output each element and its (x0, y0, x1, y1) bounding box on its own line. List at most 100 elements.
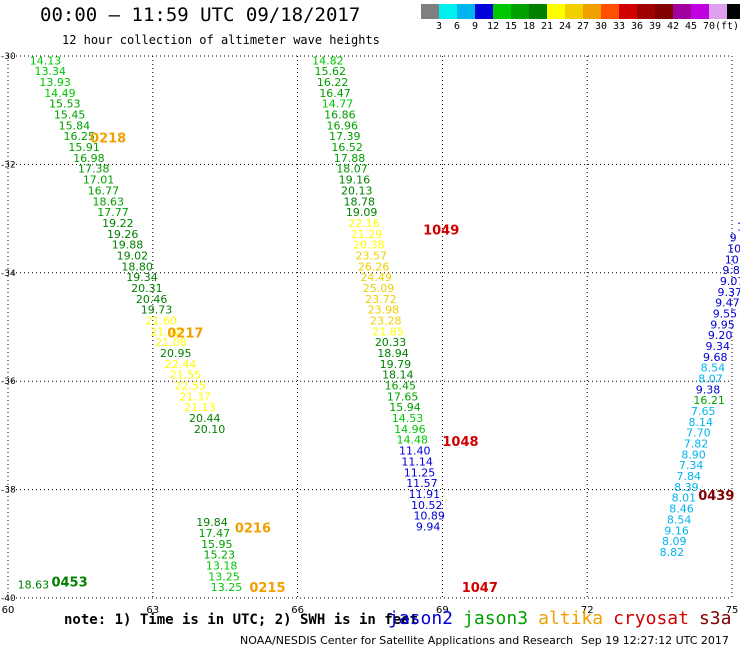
wave-height-label: 13.34 (35, 65, 66, 78)
colorbar-swatch (655, 4, 673, 19)
wave-height-label: 21.13 (184, 401, 216, 414)
wave-height-label: 8.39 (674, 481, 699, 494)
pass-time-label: 0439 (698, 489, 734, 504)
colorbar-tick-label: 27 (576, 21, 590, 32)
colorbar-tick-label: 15 (504, 21, 518, 32)
wave-height-label: 16.96 (327, 119, 359, 132)
wave-height-label: 20.44 (189, 412, 221, 425)
wave-height-label: 21.37 (179, 390, 211, 403)
wave-height-label: 23.57 (356, 249, 388, 262)
wave-height-label: 13.25 (211, 581, 243, 594)
colorbar-swatch (511, 4, 529, 19)
colorbar-swatch (673, 4, 691, 19)
wave-height-label: 8.90 (681, 448, 706, 461)
wave-height-label: 19.02 (117, 249, 149, 262)
colorbar-tick-label: 12 (486, 21, 500, 32)
legend-entry-s3a: s3a (698, 608, 732, 629)
chart-subtitle: 12 hour collection of altimeter wave hei… (62, 33, 380, 47)
colorbar-swatch (601, 4, 619, 19)
wave-height-label: 23.28 (370, 314, 402, 327)
y-tick-label: -30 (1, 52, 16, 62)
colorbar-tick-label: 33 (612, 21, 626, 32)
colorbar-swatch (709, 4, 727, 19)
wave-height-label: 16.25 (64, 130, 96, 143)
colorbar-ticks: 3 6 9 12 15 18 21 24 27 30 33 36 39 42 45 70 (ft) (421, 21, 740, 35)
colorbar-swatch (583, 4, 601, 19)
wave-height-label: 14.96 (394, 423, 426, 436)
wave-height-label: 9 (730, 232, 737, 245)
wave-height-label: 9.16 (664, 524, 689, 537)
colorbar-swatch (619, 4, 637, 19)
wave-height-label: 18.63 (18, 578, 50, 591)
wave-height-label: 17.77 (97, 206, 129, 219)
wave-height-label: 25.09 (363, 282, 395, 295)
wave-height-label: 20.31 (131, 282, 163, 295)
wave-height-label: 14.77 (322, 98, 354, 111)
wave-height-label: 17.39 (329, 130, 361, 143)
wave-height-label: 9.37 (718, 286, 740, 299)
wave-height-label: 21.85 (372, 325, 404, 338)
colorbar (421, 4, 740, 19)
colorbar-swatch (529, 4, 547, 19)
colorbar-tick-label: 18 (522, 21, 536, 32)
pass-time-label: 0218 (90, 131, 126, 146)
wave-height-label: 14.49 (44, 87, 75, 100)
wave-height-label: 15.62 (314, 65, 346, 78)
wave-height-label: 10.52 (411, 499, 443, 512)
wave-height-label: 15.84 (59, 119, 91, 132)
wave-height-label: 16.45 (384, 380, 416, 393)
wave-height-label: 19.16 (339, 174, 371, 187)
wave-height-label: 20.10 (194, 423, 226, 436)
x-tick-label: 60 (2, 605, 15, 616)
legend-entry-cryosat: cryosat (613, 608, 689, 629)
colorbar-swatch (637, 4, 655, 19)
wave-height-label: 13.18 (206, 559, 238, 572)
pass-time-label: 1047 (462, 581, 498, 596)
wave-height-label: 16.47 (319, 87, 351, 100)
colorbar-tick-label: 6 (453, 21, 461, 32)
wave-height-label: 7.84 (676, 470, 701, 483)
wave-height-label: 15.53 (49, 98, 81, 111)
wave-height-label: 8.46 (669, 503, 694, 516)
y-tick-label: -32 (1, 160, 16, 170)
wave-height-label: 9.47 (715, 297, 740, 310)
wave-height-label: 17.38 (78, 163, 110, 176)
wave-height-label: 16.86 (324, 109, 356, 122)
wave-height-label: 18.78 (343, 195, 375, 208)
wave-height-label: 19.34 (126, 271, 157, 284)
wave-height-label: 7.70 (686, 427, 711, 440)
wave-height-label: 16.21 (693, 394, 725, 407)
wave-height-label: 13.25 (208, 570, 240, 583)
pass-time-label: 0215 (249, 581, 285, 596)
colorbar-swatch (439, 4, 457, 19)
wave-height-label: 16.98 (73, 152, 105, 165)
wave-height-label: 21.55 (170, 369, 202, 382)
colorbar-swatch (565, 4, 583, 19)
y-tick-label: -38 (1, 486, 16, 496)
y-tick-label: -40 (1, 594, 16, 604)
pass-time-label: 0217 (167, 326, 203, 341)
wave-height-label: 18.80 (121, 260, 153, 273)
colorbar-tick-label: 24 (558, 21, 572, 32)
wave-height-label: 15.23 (203, 549, 235, 562)
x-tick-label: 63 (146, 605, 159, 616)
wave-height-label: 9.07 (720, 275, 740, 288)
wave-height-label: 26.26 (358, 260, 390, 273)
legend-entry-jason3: jason3 (463, 608, 529, 629)
wave-height-label: 16.77 (88, 184, 120, 197)
wave-height-label: 23.98 (368, 304, 400, 317)
wave-height-label: 18.14 (382, 369, 414, 382)
wave-height-label: 17.65 (387, 390, 419, 403)
wave-height-label: 20.38 (353, 239, 385, 252)
wave-height-label: 8.82 (660, 546, 685, 559)
wave-height-label: 20.13 (341, 184, 373, 197)
wave-height-label: 22.16 (348, 217, 380, 230)
wave-height-label: 19.84 (196, 516, 228, 529)
wave-height-label: 9.94 (416, 520, 441, 533)
wave-height-label: 21.08 (155, 336, 187, 349)
legend-entry-altika: altika (538, 608, 604, 629)
wave-height-label: 9.34 (705, 340, 730, 353)
wave-height-label: 14.53 (392, 412, 424, 425)
chart-title: 00:00 – 11:59 UTC 09/18/2017 (40, 4, 361, 26)
pass-time-label: 0216 (235, 522, 271, 537)
